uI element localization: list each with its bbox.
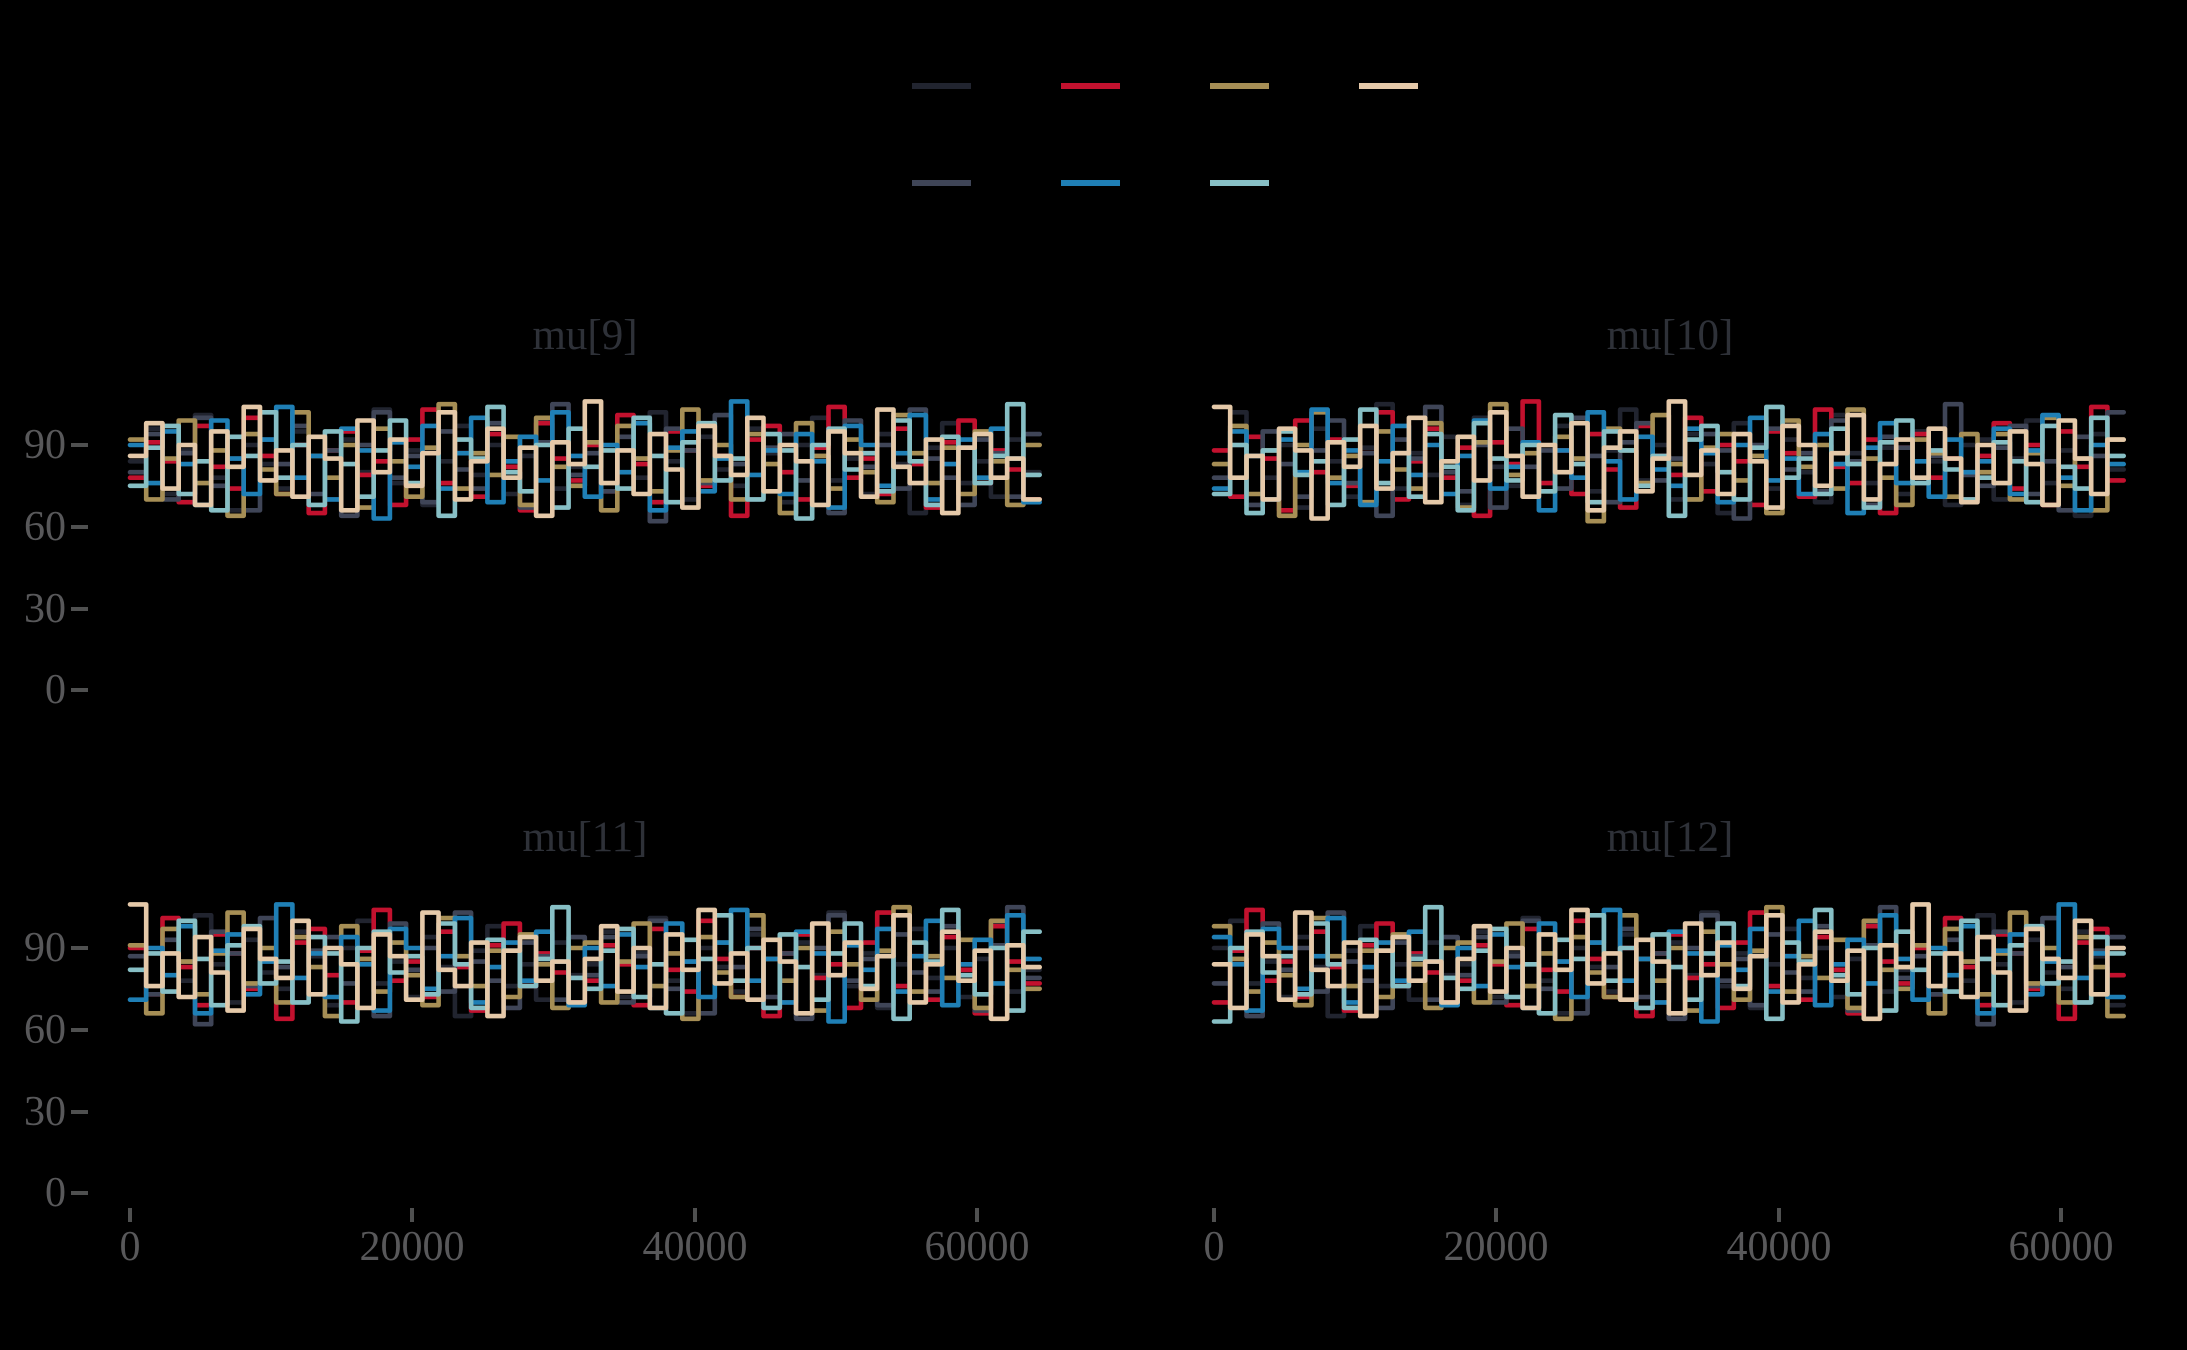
trace-panel-mu10 (1211, 399, 2126, 524)
x-axis-tick-mark (1212, 1208, 1216, 1222)
y-axis-tick-mark (71, 1110, 88, 1114)
trace-line (127, 902, 1042, 1022)
y-axis-tick-label: 0 (45, 1170, 66, 1216)
trace-line (1211, 904, 2126, 1024)
trace-line (127, 399, 1042, 521)
panel-title-mu11: mu[11] (522, 814, 648, 861)
y-axis-tick-mark (71, 688, 88, 692)
x-axis-tick-mark (1494, 1208, 1498, 1222)
x-axis-tick-mark (2059, 1208, 2063, 1222)
panel-title-mu12: mu[12] (1606, 814, 1734, 861)
legend-key-chain-1-icon (912, 83, 971, 89)
y-axis-tick-label: 30 (24, 586, 66, 632)
y-axis-tick-label: 30 (24, 1089, 66, 1135)
x-axis-tick-label: 60000 (924, 1224, 1030, 1270)
x-axis-tick-mark (693, 1208, 697, 1222)
trace-panel-mu12 (1211, 902, 2126, 1027)
trace-panel-mu9 (127, 399, 1042, 524)
x-axis-tick-label: 40000 (1726, 1224, 1832, 1270)
y-axis-tick-label: 60 (24, 1007, 66, 1053)
x-axis-tick-label: 20000 (1443, 1224, 1549, 1270)
x-axis-tick-label: 40000 (642, 1224, 748, 1270)
x-axis-tick-mark (410, 1208, 414, 1222)
trace-line (1211, 399, 2126, 521)
legend-key-chain-2-icon (1061, 83, 1120, 89)
y-axis-tick-mark (71, 607, 88, 611)
x-axis-tick-label: 0 (119, 1224, 141, 1270)
x-axis-tick-mark (975, 1208, 979, 1222)
x-axis-tick-mark (128, 1208, 132, 1222)
trace-line (1211, 902, 2126, 1022)
y-axis-tick-mark (71, 1191, 88, 1195)
trace-panel-mu11 (127, 902, 1042, 1027)
y-axis-tick-mark (71, 443, 88, 447)
x-axis-tick-mark (1777, 1208, 1781, 1222)
y-axis-tick-mark (71, 946, 88, 950)
x-axis-tick-label: 0 (1203, 1224, 1225, 1270)
y-axis-tick-label: 0 (45, 667, 66, 713)
trace-line (127, 399, 1042, 519)
y-axis-tick-label: 60 (24, 504, 66, 550)
y-axis-tick-mark (71, 1028, 88, 1032)
trace-line (127, 904, 1042, 1022)
y-axis-tick-mark (71, 525, 88, 529)
trace-line (1211, 404, 2126, 519)
x-axis-tick-label: 20000 (359, 1224, 465, 1270)
panel-title-mu10: mu[10] (1606, 312, 1734, 359)
panel-title-mu9: mu[9] (532, 312, 638, 359)
legend-key-chain-7-icon (1210, 180, 1269, 186)
y-axis-tick-label: 90 (24, 422, 66, 468)
legend-key-chain-4-icon (1359, 83, 1418, 89)
legend-key-chain-6-icon (1061, 180, 1120, 186)
legend-key-chain-5-icon (912, 180, 971, 186)
legend-key-chain-3-icon (1210, 83, 1269, 89)
x-axis-tick-label: 60000 (2008, 1224, 2114, 1270)
y-axis-tick-label: 90 (24, 925, 66, 971)
